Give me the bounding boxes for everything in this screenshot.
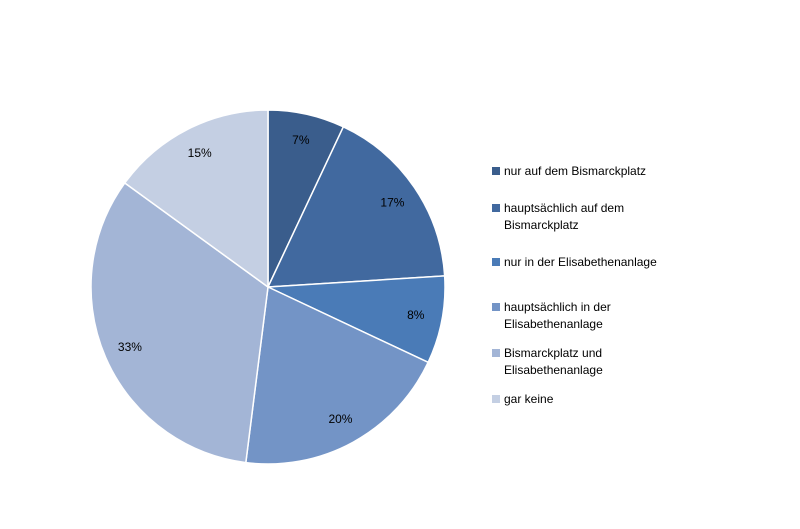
legend-label: Bismarckplatz bbox=[504, 218, 579, 232]
legend-swatch bbox=[492, 167, 500, 175]
legend-swatch bbox=[492, 349, 500, 357]
legend-label: Bismarckplatz und bbox=[504, 346, 603, 360]
data-label: 15% bbox=[188, 146, 212, 160]
legend-label: hauptsächlich in der bbox=[504, 300, 611, 314]
legend-item: nur in der Elisabethenanlage bbox=[492, 254, 702, 271]
legend-item: nur auf dem Bismarckplatz bbox=[492, 163, 702, 180]
legend: nur auf dem Bismarckplatz hauptsächlich a… bbox=[492, 163, 702, 408]
legend-swatch bbox=[492, 204, 500, 212]
legend-label: nur auf dem Bismarckplatz bbox=[504, 164, 647, 178]
legend-label: Elisabethenanlage bbox=[504, 363, 603, 377]
pie-slice bbox=[123, 109, 269, 289]
legend-swatch bbox=[492, 258, 500, 266]
data-label: 8% bbox=[407, 308, 425, 322]
legend-label: gar keine bbox=[504, 392, 554, 406]
legend-swatch bbox=[492, 395, 500, 403]
legend-label: nur in der Elisabethenanlage bbox=[504, 255, 657, 269]
legend-item: Bismarckplatz und Elisabethenanlage bbox=[492, 345, 702, 379]
pie-slice bbox=[90, 181, 269, 464]
pie-slice bbox=[244, 285, 430, 465]
legend-item: hauptsächlich in der Elisabethenanlage bbox=[492, 299, 702, 333]
legend-item: hauptsächlich auf dem Bismarckplatz bbox=[492, 200, 702, 234]
data-label: 20% bbox=[328, 412, 352, 426]
legend-item: gar keine bbox=[492, 391, 702, 408]
pie-slice bbox=[267, 275, 446, 364]
data-label: 17% bbox=[380, 195, 404, 209]
data-label: 33% bbox=[118, 340, 142, 354]
legend-swatch bbox=[492, 303, 500, 311]
data-label: 7% bbox=[292, 133, 310, 147]
legend-label: hauptsächlich auf dem bbox=[504, 201, 625, 215]
legend-label: Elisabethenanlage bbox=[504, 317, 603, 331]
pie-slice bbox=[266, 125, 446, 288]
